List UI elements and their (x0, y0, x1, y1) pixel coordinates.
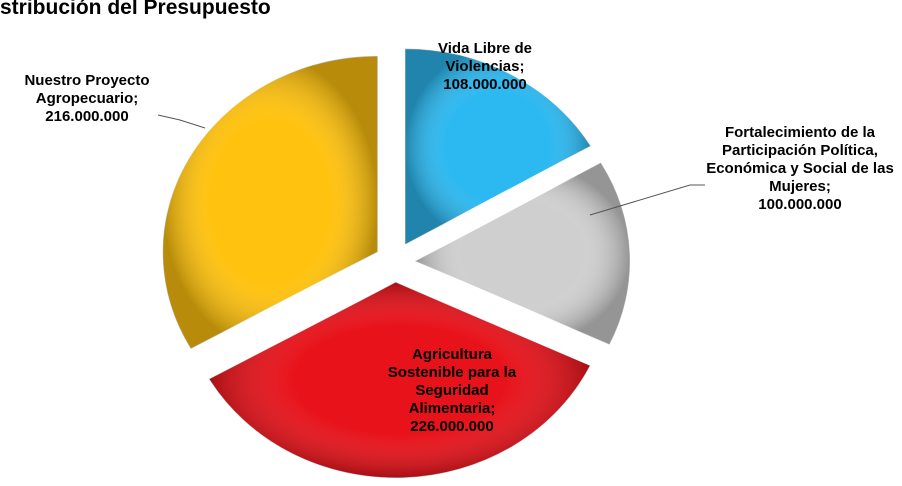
pie-slice (162, 55, 379, 350)
data-label: Fortalecimiento de la Participación Polí… (698, 124, 902, 214)
category-label: Vida Libre de Violencias; (438, 40, 532, 75)
data-label: Agricultura Sostenible para la Seguridad… (372, 346, 532, 436)
category-label: Fortalecimiento de la Participación Polí… (706, 124, 894, 195)
chart-title: stribución del Presupuesto (0, 0, 271, 19)
value-label: 216.000.000 (45, 108, 129, 125)
value-label: 108.000.000 (443, 76, 527, 93)
category-label: Agricultura Sostenible para la Seguridad… (387, 346, 517, 417)
category-label: Nuestro Proyecto Agropecuario; (24, 72, 150, 107)
value-label: 100.000.000 (758, 196, 842, 213)
data-label: Vida Libre de Violencias; 108.000.000 (410, 40, 560, 94)
data-label: Nuestro Proyecto Agropecuario; 216.000.0… (2, 72, 172, 126)
leader-line (157, 114, 206, 129)
leader-line (589, 184, 705, 216)
value-label: 226.000.000 (410, 418, 494, 435)
